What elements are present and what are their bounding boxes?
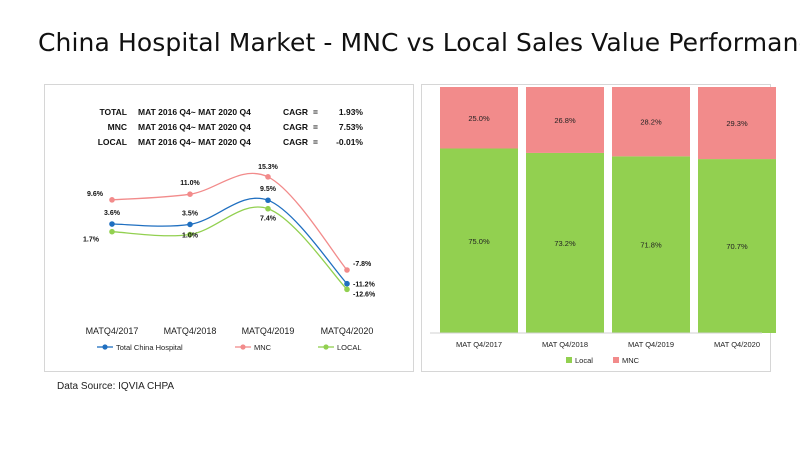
data-label: -12.6% — [353, 291, 376, 298]
data-point — [109, 197, 115, 203]
data-label: 1.0% — [182, 233, 199, 240]
x-tick-label: MATQ4/2017 — [86, 326, 139, 336]
cagr-segment-label: MNC — [108, 122, 127, 132]
cagr-equals-sign: = — [313, 122, 318, 132]
data-label: 3.6% — [104, 210, 121, 217]
cagr-label: CAGR — [283, 137, 308, 147]
x-tick-label: MATQ4/2018 — [164, 326, 217, 336]
legend-label: Local — [575, 356, 593, 365]
bar-data-label: 29.3% — [726, 119, 748, 128]
data-point — [344, 286, 350, 293]
data-label: 9.5% — [260, 186, 277, 193]
cagr-label: CAGR — [283, 107, 308, 117]
bar-segment — [440, 148, 518, 333]
slide-title: China Hospital Market - MNC vs Local Sal… — [38, 28, 800, 57]
bar-segment — [526, 87, 604, 153]
data-point — [187, 221, 193, 228]
series-line — [111, 197, 348, 285]
bar-data-label: 25.0% — [468, 114, 490, 123]
legend-swatch — [566, 357, 572, 363]
cagr-period-label: MAT 2016 Q4~ MAT 2020 Q4 — [138, 107, 251, 117]
line-chart-panel: TOTAL MAT 2016 Q4~ MAT 2020 Q4 CAGR = 1.93% M… — [44, 84, 414, 372]
bar-segment — [526, 152, 604, 333]
data-point — [187, 231, 193, 238]
data-point — [187, 191, 193, 197]
data-label: 3.5% — [182, 210, 199, 217]
cagr-segment-label: LOCAL — [98, 137, 127, 147]
stacked-bar-chart: 75.0% 25.0% MAT Q4/2017 73.2% 26.8% MAT Q4/20… — [430, 87, 776, 365]
data-point — [344, 280, 350, 287]
cagr-equals-sign: = — [313, 107, 318, 117]
bar-data-label: 26.8% — [554, 116, 576, 125]
cagr-equals-sign: = — [313, 137, 318, 147]
data-point — [265, 174, 271, 180]
series-line — [111, 206, 348, 290]
legend-swatch — [613, 357, 619, 363]
data-point — [109, 228, 115, 235]
cagr-period-label: MAT 2016 Q4~ MAT 2020 Q4 — [138, 122, 251, 132]
legend-label: Total China Hospital — [116, 343, 183, 352]
cagr-period-label: MAT 2016 Q4~ MAT 2020 Q4 — [138, 137, 251, 147]
x-tick-label: MAT Q4/2017 — [456, 340, 502, 349]
data-source-note: Data Source: IQVIA CHPA — [57, 381, 175, 392]
bar-data-label: 75.0% — [468, 237, 490, 246]
cagr-value: 7.53% — [339, 122, 364, 132]
bar-data-label: 28.2% — [640, 118, 662, 127]
cagr-segment-label: TOTAL — [99, 107, 127, 117]
legend-label: MNC — [622, 356, 640, 365]
x-tick-label: MATQ4/2020 — [321, 326, 374, 336]
legend-label: MNC — [254, 343, 272, 352]
stacked-bar-chart-panel: 75.0% 25.0% MAT Q4/2017 73.2% 26.8% MAT Q4/20… — [421, 84, 776, 372]
data-label: 15.3% — [258, 164, 279, 171]
cagr-value: -0.01% — [336, 137, 363, 147]
legend-marker — [240, 344, 246, 350]
bar-data-label: 73.2% — [554, 239, 576, 248]
data-point — [344, 267, 350, 273]
legend-marker — [102, 344, 108, 350]
data-label: 7.4% — [260, 216, 277, 223]
bar-segment — [440, 87, 518, 149]
x-tick-label: MAT Q4/2018 — [542, 340, 588, 349]
data-label: -11.2% — [353, 282, 376, 289]
cagr-label: CAGR — [283, 122, 308, 132]
line-chart: TOTAL MAT 2016 Q4~ MAT 2020 Q4 CAGR = 1.93% M… — [83, 107, 376, 352]
cagr-value: 1.93% — [339, 107, 364, 117]
data-label: 11.0% — [180, 180, 200, 187]
data-point — [265, 197, 271, 204]
data-label: 9.6% — [87, 191, 104, 198]
bar-data-label: 70.7% — [726, 242, 748, 251]
x-tick-label: MAT Q4/2019 — [628, 340, 674, 349]
data-label: 1.7% — [83, 237, 100, 244]
data-point — [265, 205, 271, 212]
x-tick-label: MATQ4/2019 — [242, 326, 295, 336]
data-point — [109, 221, 115, 227]
bar-segment — [698, 87, 776, 160]
legend-label: LOCAL — [337, 343, 362, 352]
bar-segment — [612, 87, 690, 157]
data-label: -7.8% — [353, 261, 372, 268]
legend-marker — [323, 344, 329, 350]
bar-segment — [698, 159, 776, 333]
x-tick-label: MAT Q4/2020 — [714, 340, 760, 349]
series-line — [111, 172, 348, 271]
bar-segment — [612, 156, 690, 333]
bar-data-label: 71.8% — [640, 241, 662, 250]
